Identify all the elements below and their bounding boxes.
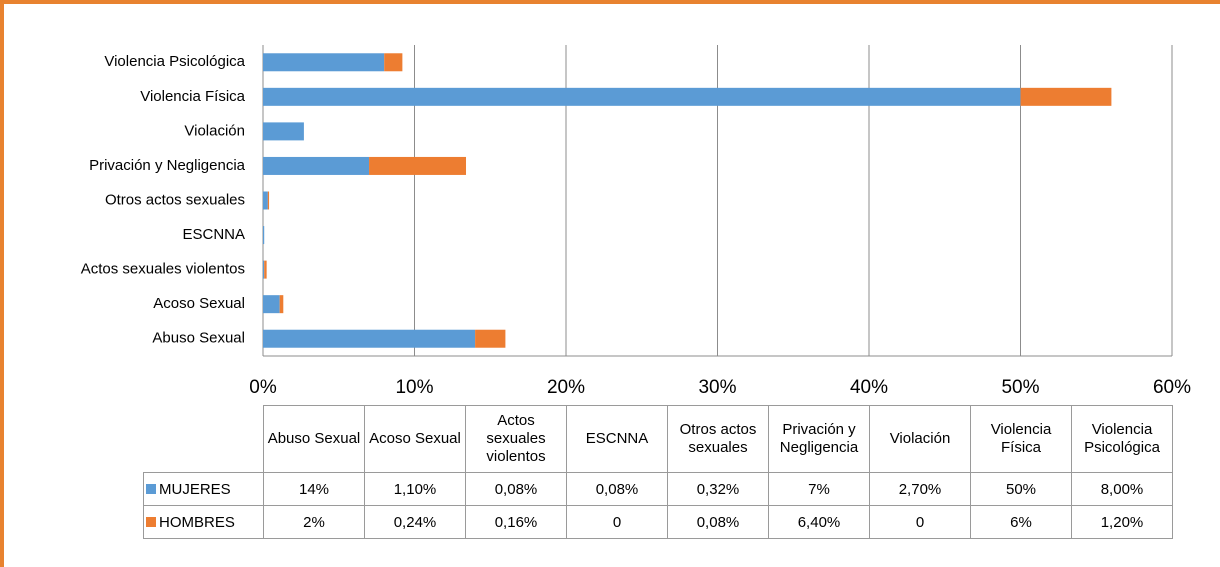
value-cell: 0,08% [667, 505, 769, 539]
value-cell: 0,32% [667, 472, 769, 506]
y-tick-label: Violencia Física [140, 88, 245, 105]
y-tick-label: ESCNNA [182, 226, 245, 243]
column-header: Violencia Física [970, 405, 1072, 473]
value-cell: 0,16% [465, 505, 567, 539]
y-tick-label: Otros actos sexuales [105, 191, 245, 208]
legend-swatch [146, 483, 156, 494]
value-cell: 0 [869, 505, 971, 539]
x-tick-label: 10% [395, 377, 433, 398]
value-cell: 14% [263, 472, 365, 506]
bar-segment [263, 122, 304, 141]
value-cell: 0 [566, 505, 668, 539]
column-header: Violencia Psicológica [1071, 405, 1173, 473]
bar-segment [264, 260, 267, 279]
bar-segment [263, 53, 385, 72]
table-header-row: Abuso Sexual Acoso Sexual Actos sexuales v… [144, 405, 1173, 473]
y-tick-label: Abuso Sexual [152, 330, 245, 347]
bar-segment [475, 329, 506, 348]
y-tick-label: Acoso Sexual [153, 295, 245, 312]
x-tick-label: 50% [1001, 377, 1039, 398]
bar-segment [263, 295, 280, 314]
value-cell: 50% [970, 472, 1072, 506]
value-cell: 8,00% [1071, 472, 1173, 506]
y-tick-label: Violencia Psicológica [104, 53, 245, 70]
bar-segment [263, 226, 265, 245]
bar-segment [263, 156, 370, 175]
value-cell: 1,20% [1071, 505, 1173, 539]
column-header: Actos sexuales violentos [465, 405, 567, 473]
column-header: Violación [869, 405, 971, 473]
data-table: Abuso Sexual Acoso Sexual Actos sexuales v… [143, 405, 1173, 539]
column-header: Otros actos sexuales [667, 405, 769, 473]
y-tick-label: Violación [184, 122, 245, 139]
value-cell: 6,40% [768, 505, 870, 539]
legend-cell: MUJERES [143, 472, 264, 506]
value-cell: 1,10% [364, 472, 466, 506]
bar-segment [279, 295, 284, 314]
y-tick-label: Actos sexuales violentos [81, 261, 245, 278]
legend-swatch [146, 516, 156, 527]
table-row: MUJERES 14% 1,10% 0,08% 0,08% 0,32% 7% 2,70% 50%… [143, 472, 1173, 506]
value-cell: 7% [768, 472, 870, 506]
legend-label: MUJERES [159, 480, 231, 498]
value-cell: 0,08% [566, 472, 668, 506]
bar-segment [267, 191, 270, 210]
value-cell: 2,70% [869, 472, 971, 506]
legend-label: HOMBRES [159, 513, 235, 531]
value-cell: 0,08% [465, 472, 567, 506]
bar-segment [263, 329, 476, 348]
bar-segment [263, 260, 265, 279]
column-header: Abuso Sexual [263, 405, 365, 473]
bar-segment [384, 53, 403, 72]
x-tick-label: 30% [698, 377, 736, 398]
x-tick-label: 20% [547, 377, 585, 398]
column-header: Acoso Sexual [364, 405, 466, 473]
bar-segment [1020, 87, 1112, 106]
column-header: ESCNNA [566, 405, 668, 473]
x-tick-label: 0% [249, 377, 277, 398]
bar-segment [369, 156, 467, 175]
table-row: HOMBRES 2% 0,24% 0,16% 0 0,08% 6,40% 0 6% 1,20% [143, 505, 1173, 539]
value-cell: 2% [263, 505, 365, 539]
legend-cell: HOMBRES [143, 505, 264, 539]
chart: 0% 10% 20% 30% 40% 50% 60% Abuso Sexual Acoso Se… [81, 45, 1191, 398]
bar-segment [263, 87, 1021, 106]
column-header: Privación y Negligencia [768, 405, 870, 473]
x-tick-label: 40% [850, 377, 888, 398]
bar-segment [263, 191, 268, 210]
corner-cell [144, 406, 264, 473]
y-tick-label: Privación y Negligencia [89, 157, 246, 174]
value-cell: 0,24% [364, 505, 466, 539]
value-cell: 6% [970, 505, 1072, 539]
x-tick-label: 60% [1153, 377, 1191, 398]
